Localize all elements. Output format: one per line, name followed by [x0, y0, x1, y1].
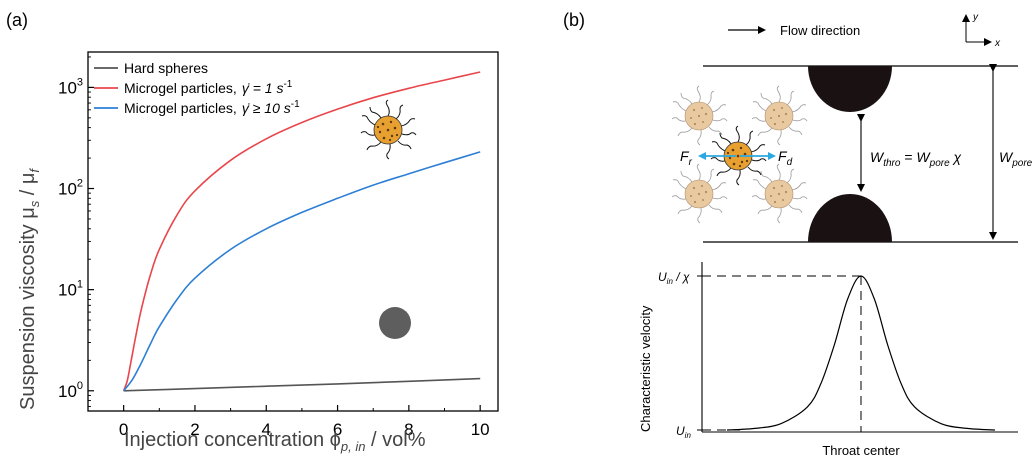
x-axis: 0 2 4 6 8 10	[87, 405, 490, 439]
velocity-x-axis-label: Throat center	[822, 443, 900, 458]
force-d-label: Fd	[778, 148, 793, 168]
flow-direction-label: Flow direction	[780, 23, 860, 38]
y-tick-label: 103	[58, 76, 83, 97]
legend-label-microgel-10: Microgel particles, γ̇ ≥ 10 s-1	[124, 99, 300, 116]
y-tick-label: 101	[58, 279, 83, 300]
velocity-curve	[726, 275, 996, 431]
hard-sphere-illustration	[379, 307, 411, 339]
x-tick-label: 2	[190, 420, 199, 439]
series-group	[122, 71, 481, 392]
series-hard-spheres	[123, 377, 481, 392]
x-axis-label: Injection concentration ϕp, in / vol%	[124, 429, 426, 454]
series-microgel-1	[122, 71, 481, 392]
bottom-obstacle	[808, 194, 892, 242]
ghost-particle-top-left	[671, 85, 728, 146]
chart-a: 0 2 4 6 8 10 100 101 102 103 Hard spheres Microg…	[17, 51, 499, 454]
ghost-particle-top-right	[751, 85, 808, 146]
pore-width-label: Wpore	[999, 149, 1033, 169]
force-r-label: Fr	[680, 148, 693, 168]
series-microgel-10	[123, 151, 481, 392]
pore-schematic: Flow direction y x Wthro = Wpore χ Wpore…	[671, 12, 1033, 243]
panel-b-label: (b)	[563, 10, 585, 30]
throat-width-label: Wthro = Wpore χ	[870, 149, 962, 169]
x-tick-label: 4	[262, 420, 271, 439]
plot-frame	[87, 51, 499, 412]
velocity-y-axis-label: Characteristic velocity	[638, 305, 653, 432]
x-axis-letter: x	[994, 38, 1001, 49]
y-tick-label: 100	[58, 380, 83, 401]
y-axis-letter: y	[972, 12, 979, 23]
y-tick-label-base: Uin	[676, 424, 691, 440]
y-tick-label-peak: Uin / χ	[658, 270, 690, 286]
x-tick-label: 6	[333, 420, 342, 439]
legend-label-hard-spheres: Hard spheres	[124, 60, 208, 76]
legend-label-microgel-1: Microgel particles, γ̇ = 1 s-1	[124, 79, 293, 96]
coordinate-axes-icon: y x	[962, 12, 1001, 49]
x-tick-label: 0	[119, 420, 128, 439]
top-obstacle	[808, 66, 892, 112]
legend: Hard spheres Microgel particles, γ̇ = 1 s…	[94, 60, 300, 116]
y-tick-label: 102	[58, 178, 83, 199]
x-tick-label: 8	[404, 420, 413, 439]
y-axis-label: Suspension viscosity μs / μf	[17, 168, 42, 410]
chart-b-velocity: Uin / χ Uin Characteristic velocity Thro…	[638, 262, 1018, 458]
y-axis: 100 101 102 103	[58, 56, 94, 407]
panel-a-label: (a)	[6, 10, 28, 30]
microgel-particle-illustration	[360, 99, 417, 160]
x-tick-label: 10	[471, 420, 490, 439]
